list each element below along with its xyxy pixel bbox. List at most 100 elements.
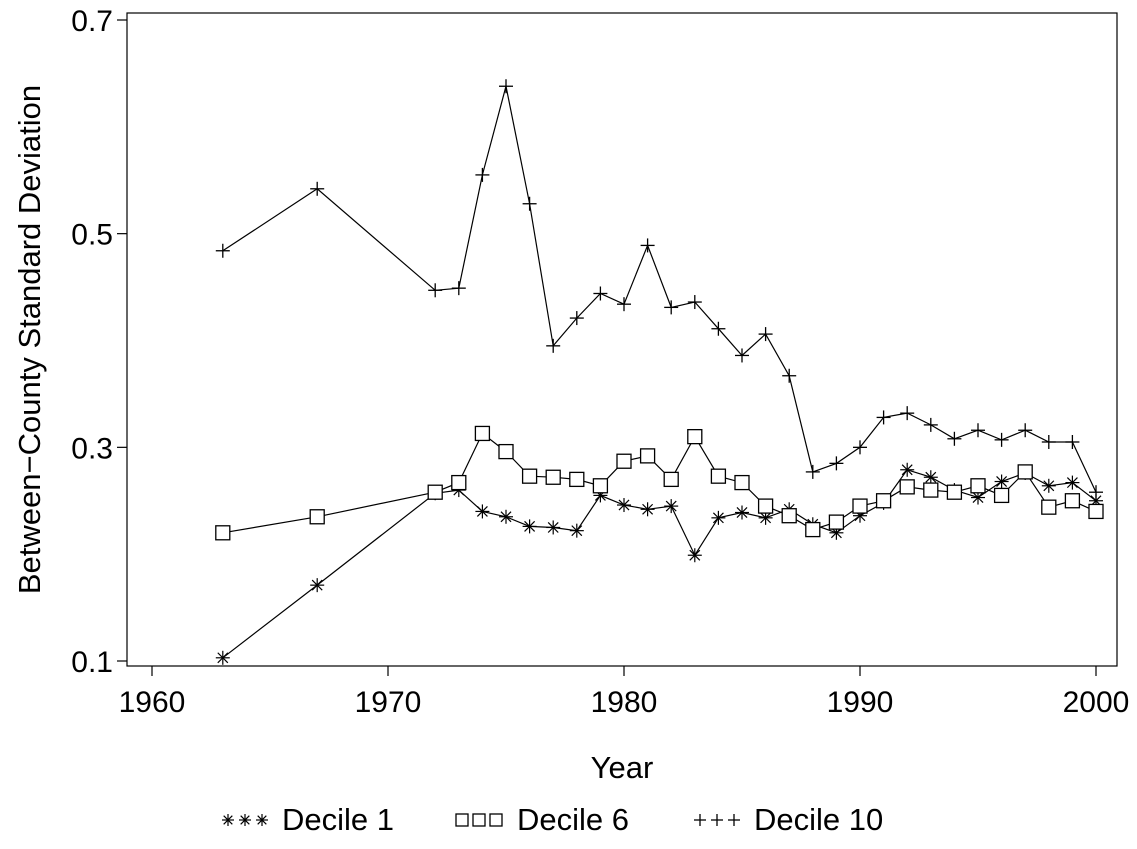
data-point-star <box>1065 475 1080 490</box>
legend-marker <box>455 813 503 827</box>
data-point-plus <box>475 167 490 182</box>
data-point-square <box>805 521 821 538</box>
data-point-square <box>215 525 231 541</box>
x-axis-title: Year <box>591 750 654 785</box>
data-point-plus <box>853 440 867 455</box>
data-point-plus <box>694 814 706 826</box>
data-point-square <box>663 471 679 488</box>
x-tick-label: 1980 <box>591 686 658 719</box>
data-point-square <box>757 498 774 514</box>
data-point-square <box>569 471 585 488</box>
data-point-square <box>970 478 986 494</box>
data-point-star <box>994 474 1009 489</box>
data-point-plus <box>428 283 443 298</box>
x-tick-label: 1970 <box>355 686 422 719</box>
y-axis: 0.1 0.3 0.5 0.7 <box>71 5 127 679</box>
data-point-square <box>1064 493 1081 509</box>
data-point-plus <box>735 348 749 363</box>
data-point-plus <box>593 286 608 301</box>
legend-label: Decile 10 <box>754 802 883 837</box>
legend-label: Decile 1 <box>282 802 394 837</box>
data-point-plus <box>1018 423 1033 438</box>
data-point-square <box>1041 499 1057 515</box>
data-point-plus <box>617 297 631 312</box>
x-tick-label: 1960 <box>119 686 186 719</box>
data-point-star <box>475 504 490 519</box>
data-point-star <box>711 510 726 525</box>
data-point-square <box>451 474 467 491</box>
series-layer <box>215 79 1104 665</box>
data-point-plus <box>640 238 655 253</box>
data-point-square <box>455 813 469 827</box>
data-point-square <box>474 425 491 442</box>
data-point-plus <box>805 464 820 479</box>
legend: Decile 1 Decile 6 Decile 10 <box>222 802 883 837</box>
data-point-square <box>309 509 325 525</box>
data-point-square <box>489 813 503 827</box>
legend-item: Decile 10 <box>694 802 883 837</box>
data-point-plus <box>711 321 726 336</box>
data-point-plus <box>876 410 891 425</box>
data-point-plus <box>829 456 844 471</box>
data-point-square <box>852 498 868 514</box>
legend-label: Decile 6 <box>517 802 629 837</box>
data-point-plus <box>900 406 915 421</box>
x-tick-label: 2000 <box>1063 686 1130 719</box>
data-point-star <box>735 505 749 520</box>
data-point-plus <box>310 181 325 196</box>
data-point-square <box>616 453 632 469</box>
y-tick-label: 0.5 <box>71 219 113 252</box>
y-axis-title: Between−County Standard Deviation <box>12 85 47 594</box>
data-point-square <box>498 443 514 460</box>
data-point-square <box>545 469 561 485</box>
plot-border <box>126 12 1118 667</box>
data-point-star <box>900 462 915 477</box>
data-point-star <box>1041 478 1056 493</box>
data-point-square <box>734 474 750 491</box>
data-point-star <box>640 502 655 517</box>
data-point-square <box>781 508 797 524</box>
data-point-plus <box>971 423 985 438</box>
data-point-star <box>215 650 230 665</box>
data-point-plus <box>687 295 702 310</box>
data-point-plus <box>499 79 513 94</box>
series-decile-6 <box>215 425 1104 541</box>
legend-item: Decile 6 <box>455 802 629 837</box>
data-point-plus <box>664 300 679 315</box>
data-point-square <box>828 514 845 530</box>
data-point-plus <box>522 196 537 211</box>
data-point-plus <box>758 327 773 342</box>
data-point-square <box>472 813 486 827</box>
data-point-star <box>310 578 325 593</box>
legend-marker <box>694 814 740 826</box>
plot-frame <box>126 12 1118 667</box>
x-tick-label: 1990 <box>827 686 894 719</box>
data-point-star <box>256 814 268 826</box>
data-point-plus <box>782 368 797 383</box>
data-point-star <box>239 814 251 826</box>
data-point-square <box>639 448 656 464</box>
legend-marker <box>222 814 268 826</box>
data-point-star <box>522 519 537 534</box>
data-point-square <box>875 493 892 509</box>
data-point-plus <box>1089 485 1103 500</box>
data-point-star <box>923 470 938 485</box>
data-point-star <box>546 520 561 535</box>
data-point-square <box>427 484 443 500</box>
data-point-plus <box>994 432 1009 447</box>
data-point-plus <box>546 338 561 353</box>
data-point-square <box>946 484 963 500</box>
data-point-plus <box>923 417 938 432</box>
data-point-square <box>521 468 538 484</box>
y-tick-label: 0.3 <box>71 432 113 465</box>
data-point-star <box>222 814 234 826</box>
legend-item: Decile 1 <box>222 802 394 837</box>
data-point-square <box>687 428 703 445</box>
data-point-square <box>1017 464 1033 480</box>
y-tick-label: 0.1 <box>71 646 113 679</box>
data-point-star <box>569 523 584 538</box>
data-point-square <box>710 468 727 484</box>
data-point-plus <box>1041 434 1056 449</box>
